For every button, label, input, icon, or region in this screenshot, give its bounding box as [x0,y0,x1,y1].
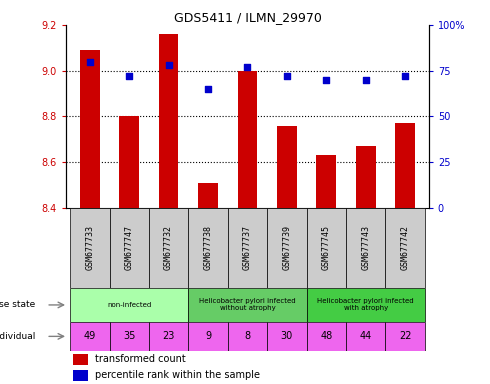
Bar [267,208,307,288]
Title: GDS5411 / ILMN_29970: GDS5411 / ILMN_29970 [173,11,321,24]
Bar [386,208,425,288]
Text: percentile rank within the sample: percentile rank within the sample [95,370,260,380]
Text: 22: 22 [399,331,411,341]
Bar [307,208,346,288]
Text: GSM677738: GSM677738 [203,225,213,270]
Bar [149,322,188,351]
Point [244,64,251,70]
Point [322,77,330,83]
Bar [238,71,257,208]
Bar [267,322,307,351]
Text: 35: 35 [123,331,135,341]
Text: GSM677739: GSM677739 [282,225,292,270]
Text: 9: 9 [205,331,211,341]
Text: transformed count: transformed count [95,354,186,364]
Bar [188,322,228,351]
Bar [356,146,375,208]
Point [283,73,291,79]
Point [165,62,172,68]
Text: GSM677745: GSM677745 [322,225,331,270]
Bar [70,288,188,322]
Text: individual: individual [0,332,35,341]
Point [401,73,409,79]
Text: 44: 44 [360,331,372,341]
Bar [70,208,109,288]
Point [86,58,94,65]
Text: GSM677747: GSM677747 [125,225,134,270]
Bar [109,322,149,351]
Bar [228,208,267,288]
Text: 49: 49 [84,331,96,341]
Text: GSM677742: GSM677742 [401,225,410,270]
Text: non-infected: non-infected [107,302,151,308]
Bar [188,288,307,322]
Bar [198,183,218,208]
Text: 23: 23 [163,331,175,341]
Text: 8: 8 [245,331,250,341]
Text: Helicobacter pylori infected
without atrophy: Helicobacter pylori infected without atr… [199,298,296,311]
Text: GSM677732: GSM677732 [164,225,173,270]
Point [362,77,369,83]
Bar [395,123,415,208]
Point [204,86,212,92]
Bar [386,322,425,351]
Bar [159,34,178,208]
Text: GSM677737: GSM677737 [243,225,252,270]
Text: GSM677733: GSM677733 [85,225,94,270]
Text: 30: 30 [281,331,293,341]
Bar [277,126,297,208]
Point [125,73,133,79]
Bar [346,208,386,288]
Bar [228,322,267,351]
Bar [188,208,228,288]
Bar [307,288,425,322]
Text: GSM677743: GSM677743 [361,225,370,270]
Text: 48: 48 [320,331,332,341]
Bar [74,354,88,365]
Text: disease state: disease state [0,300,35,310]
Bar [80,50,99,208]
Bar [317,155,336,208]
Bar [70,322,109,351]
Bar [346,322,386,351]
Bar [120,116,139,208]
Bar [307,322,346,351]
Bar [109,208,149,288]
Text: Helicobacter pylori infected
with atrophy: Helicobacter pylori infected with atroph… [318,298,414,311]
Bar [74,369,88,381]
Bar [149,208,188,288]
